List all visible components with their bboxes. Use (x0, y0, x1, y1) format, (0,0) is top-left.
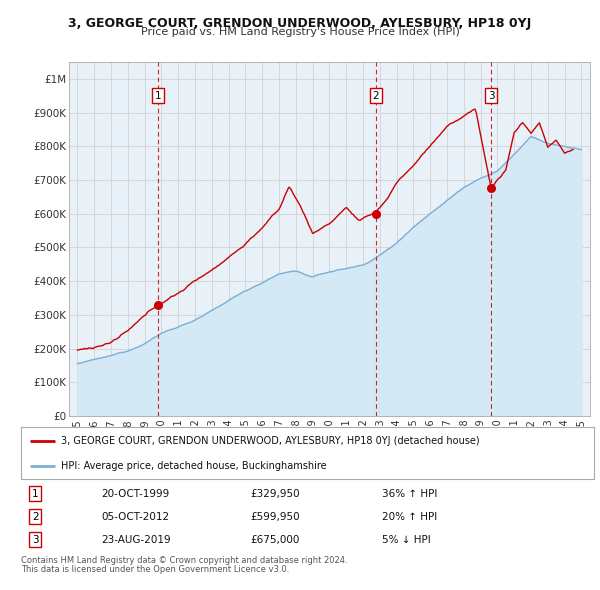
Text: £599,950: £599,950 (250, 512, 300, 522)
Text: Price paid vs. HM Land Registry's House Price Index (HPI): Price paid vs. HM Land Registry's House … (140, 27, 460, 37)
Text: 3: 3 (32, 535, 38, 545)
Text: 2: 2 (32, 512, 38, 522)
Text: 05-OCT-2012: 05-OCT-2012 (101, 512, 169, 522)
Text: HPI: Average price, detached house, Buckinghamshire: HPI: Average price, detached house, Buck… (61, 461, 327, 471)
Text: £329,950: £329,950 (250, 489, 300, 499)
Text: 3, GEORGE COURT, GRENDON UNDERWOOD, AYLESBURY, HP18 0YJ: 3, GEORGE COURT, GRENDON UNDERWOOD, AYLE… (68, 17, 532, 30)
Text: 3: 3 (488, 91, 494, 101)
Text: 1: 1 (32, 489, 38, 499)
Text: 23-AUG-2019: 23-AUG-2019 (101, 535, 171, 545)
Text: 3, GEORGE COURT, GRENDON UNDERWOOD, AYLESBURY, HP18 0YJ (detached house): 3, GEORGE COURT, GRENDON UNDERWOOD, AYLE… (61, 436, 480, 446)
Text: This data is licensed under the Open Government Licence v3.0.: This data is licensed under the Open Gov… (21, 565, 289, 573)
Text: 2: 2 (372, 91, 379, 101)
Text: 5% ↓ HPI: 5% ↓ HPI (382, 535, 431, 545)
Text: 36% ↑ HPI: 36% ↑ HPI (382, 489, 437, 499)
Text: £675,000: £675,000 (250, 535, 299, 545)
Text: 20% ↑ HPI: 20% ↑ HPI (382, 512, 437, 522)
Text: Contains HM Land Registry data © Crown copyright and database right 2024.: Contains HM Land Registry data © Crown c… (21, 556, 347, 565)
Text: 20-OCT-1999: 20-OCT-1999 (101, 489, 169, 499)
Text: 1: 1 (155, 91, 161, 101)
